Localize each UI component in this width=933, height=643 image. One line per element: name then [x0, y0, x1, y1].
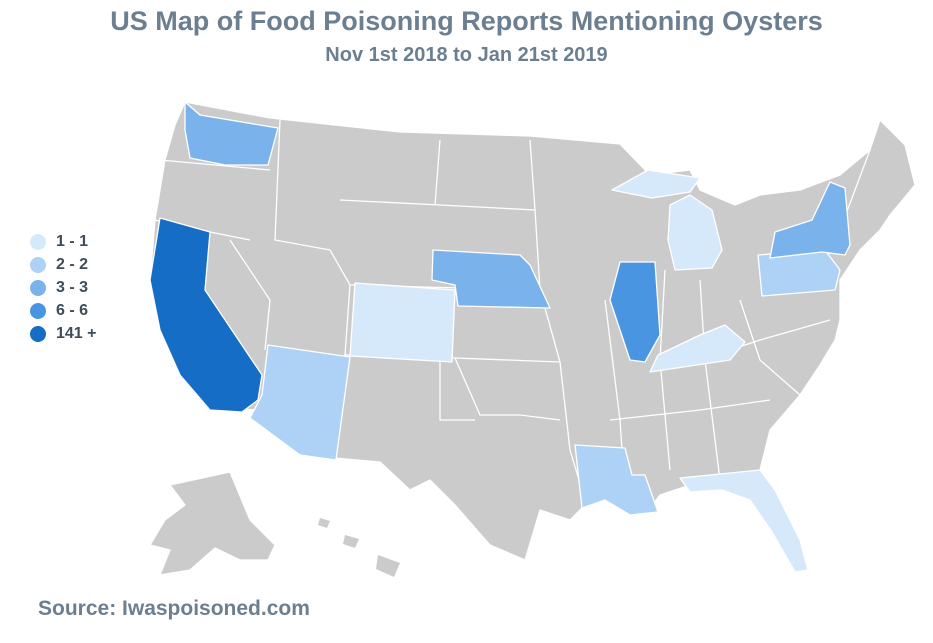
- legend-swatch-2: [30, 256, 46, 273]
- state-il: [609, 261, 661, 363]
- legend-label-3: 3 - 3: [56, 278, 89, 296]
- state-la: [574, 444, 659, 516]
- state-mi: [667, 194, 723, 271]
- legend-item: 6 - 6: [30, 299, 96, 322]
- state-hi: [318, 518, 330, 528]
- map-legend: 1 - 1 2 - 2 3 - 3 6 - 6 141 +: [30, 230, 96, 345]
- state-hi-2: [343, 535, 359, 548]
- map-subtitle: Nov 1st 2018 to Jan 21st 2019: [325, 44, 608, 66]
- state-ne: [431, 249, 551, 309]
- legend-swatch-3: [30, 279, 46, 296]
- legend-label-141: 141 +: [56, 324, 97, 342]
- legend-item: 1 - 1: [30, 230, 96, 253]
- source-credit: Source: Iwaspoisoned.com: [38, 597, 310, 620]
- legend-swatch-141: [30, 325, 46, 342]
- legend-label-6: 6 - 6: [56, 301, 89, 319]
- legend-swatch-6: [30, 302, 46, 319]
- state-co: [349, 282, 456, 363]
- state-ny: [769, 181, 851, 259]
- state-ca: [149, 217, 263, 413]
- legend-label-1: 1 - 1: [56, 232, 89, 250]
- legend-item: 141 +: [30, 322, 96, 345]
- map-title: US Map of Food Poisoning Reports Mention…: [110, 6, 823, 36]
- legend-item: 2 - 2: [30, 253, 96, 276]
- state-hi-3: [376, 555, 400, 577]
- state-ak: [148, 471, 276, 576]
- state-fl: [679, 469, 809, 573]
- legend-swatch-1: [30, 233, 46, 250]
- legend-label-2: 2 - 2: [56, 255, 89, 273]
- state-wa: [184, 101, 279, 166]
- state-mi-upper: [611, 169, 701, 199]
- state-az: [249, 344, 351, 461]
- legend-item: 3 - 3: [30, 276, 96, 299]
- state-ky: [649, 324, 746, 373]
